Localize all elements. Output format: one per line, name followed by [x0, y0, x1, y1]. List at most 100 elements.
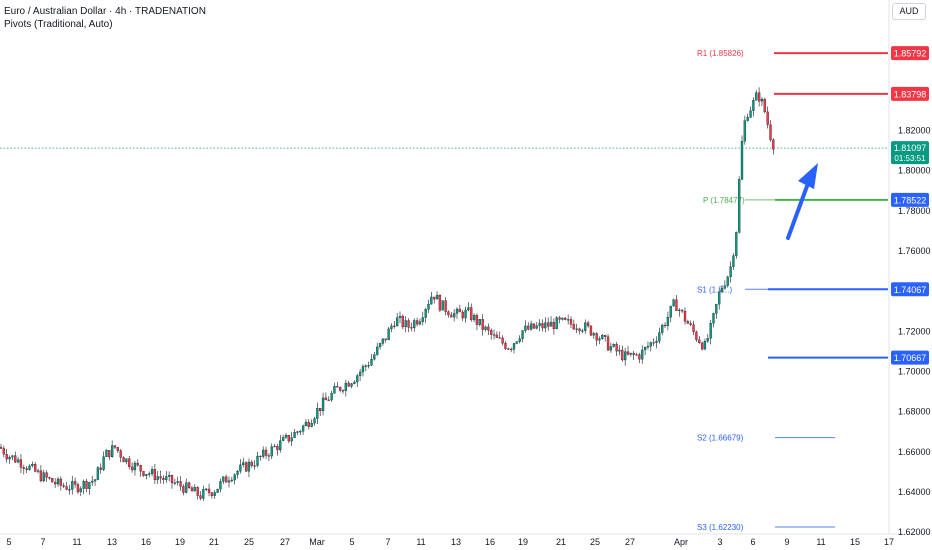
- candle-down: [34, 463, 37, 472]
- candle-up: [703, 341, 707, 350]
- candle-down: [604, 335, 607, 337]
- candle-up: [418, 321, 422, 325]
- pivot-levels: R1 (1.85826) 1.85792 1.83798 P (1.78477) 1.7…: [697, 46, 929, 532]
- candle-up: [712, 313, 715, 324]
- candle-up: [216, 488, 219, 493]
- currency-selector[interactable]: AUD: [892, 3, 926, 20]
- time-tick-label: 7: [40, 537, 45, 547]
- candle-down: [0, 447, 3, 449]
- candle-down: [632, 352, 635, 355]
- candle-up: [330, 392, 333, 401]
- candle-down: [772, 139, 775, 150]
- price-label-badge: [891, 350, 929, 365]
- arrow-shaft: [786, 176, 812, 240]
- candle-down: [210, 492, 214, 496]
- candle-down: [407, 320, 410, 328]
- candle-up: [242, 462, 245, 466]
- candle-up: [262, 449, 265, 457]
- candle-down: [683, 310, 687, 322]
- candle-up: [364, 365, 367, 367]
- candle-down: [444, 300, 447, 312]
- candle-up: [193, 487, 196, 492]
- candle-down: [487, 326, 490, 331]
- candle-up: [535, 325, 538, 329]
- candle-up: [88, 482, 91, 489]
- time-tick-label: 11: [416, 537, 425, 547]
- candle-up: [376, 346, 379, 355]
- candle-down: [22, 467, 25, 469]
- candle-down: [108, 449, 111, 458]
- candle-up: [239, 464, 242, 472]
- candle-up: [467, 307, 470, 311]
- candle-down: [470, 307, 473, 321]
- candle-up: [518, 338, 521, 342]
- current-price-badge: [891, 141, 929, 165]
- candle-up: [718, 291, 721, 305]
- candle-down: [569, 319, 573, 325]
- candle-down: [347, 382, 350, 387]
- candle-down: [139, 465, 142, 472]
- symbol-title: Euro / Australian Dollar · 4h · TRADENAT…: [4, 6, 206, 17]
- candle-up: [321, 397, 325, 412]
- candle-up: [575, 328, 578, 330]
- pivot-label: S1 (1.7...): [697, 285, 732, 294]
- price-label-text: 1.78522: [894, 195, 927, 205]
- candle-up: [735, 232, 738, 256]
- candle-up: [760, 99, 764, 102]
- candle-down: [2, 448, 5, 455]
- candle-up: [649, 342, 652, 347]
- candle-down: [327, 399, 330, 401]
- price-tick-label: 1.72000: [898, 326, 931, 336]
- candle-down: [564, 317, 567, 320]
- candle-up: [281, 437, 285, 441]
- candle-up: [672, 299, 675, 307]
- candle-up: [472, 315, 476, 321]
- candle-up: [310, 422, 313, 427]
- candle-up: [749, 110, 752, 118]
- candle-up: [256, 455, 259, 466]
- candle-up: [333, 386, 336, 394]
- candle-up: [358, 371, 362, 376]
- candle-down: [341, 390, 345, 392]
- candle-down: [695, 331, 698, 340]
- pivot-label: P (1.78477): [703, 196, 745, 205]
- candle-down: [450, 314, 453, 318]
- candle-down: [626, 351, 630, 355]
- candle-up: [435, 295, 439, 300]
- candle-up: [404, 320, 407, 328]
- candle-down: [267, 455, 271, 457]
- candle-down: [244, 462, 248, 472]
- candle-down: [336, 386, 339, 388]
- candle-up: [247, 461, 251, 472]
- candle-up: [413, 320, 416, 329]
- candle-down: [547, 322, 550, 327]
- candle-down: [433, 296, 436, 300]
- candle-down: [461, 311, 464, 319]
- price-label-text: 1.74067: [894, 285, 927, 295]
- candle-down: [62, 485, 65, 487]
- candle-up: [284, 435, 288, 438]
- candle-up: [373, 354, 376, 360]
- candle-down: [130, 466, 134, 471]
- time-tick-label: 3: [717, 537, 722, 547]
- candle-down: [287, 435, 291, 442]
- candle-up: [452, 313, 456, 318]
- candle-down: [572, 324, 575, 330]
- candle-down: [757, 92, 761, 102]
- candle-down: [224, 476, 228, 483]
- candle-down: [681, 309, 684, 312]
- candle-down: [162, 477, 165, 480]
- candle-up: [624, 351, 627, 361]
- candle-up: [173, 482, 177, 484]
- candle-up: [387, 328, 390, 341]
- candle-up: [79, 488, 82, 493]
- candle-down: [187, 482, 191, 489]
- time-tick-label: 9: [784, 537, 789, 547]
- price-label-text: 1.83798: [894, 89, 927, 99]
- candle-up: [723, 285, 727, 289]
- candle-up: [176, 481, 179, 483]
- candle-down: [578, 328, 581, 331]
- candle-up: [304, 421, 308, 427]
